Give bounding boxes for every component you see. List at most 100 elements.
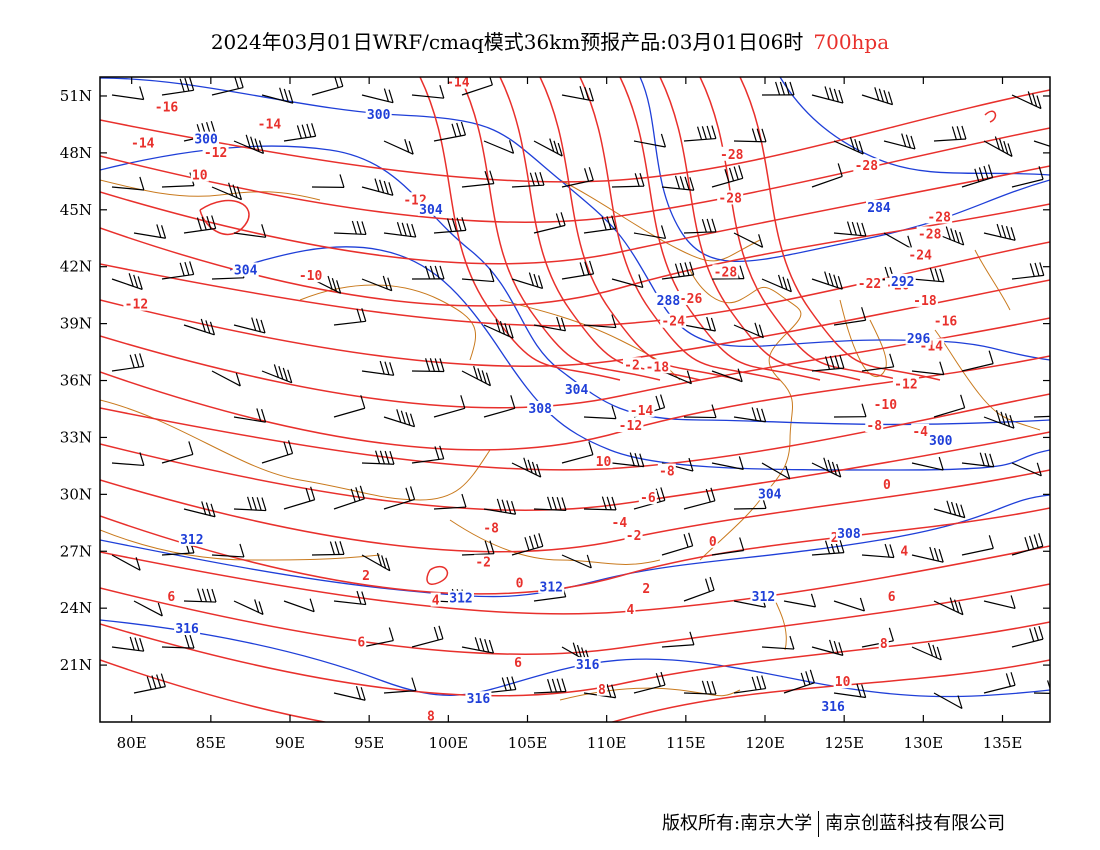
boundary-line: [974, 249, 1011, 311]
temperature-label: -10: [874, 398, 898, 413]
temperature-label: -28: [855, 159, 879, 174]
lat-tick-label: 24N: [60, 599, 92, 617]
wind-barb: [283, 598, 315, 613]
wind-barb: [811, 457, 842, 478]
wind-barb: [983, 672, 1016, 694]
wind-barb: [733, 232, 764, 248]
wind-barb: [983, 223, 1016, 241]
wind-barb: [311, 77, 344, 96]
wind-barb: [333, 590, 367, 606]
height-label: 316: [175, 622, 199, 637]
wind-barb: [233, 496, 267, 512]
wind-barb: [333, 220, 367, 236]
height-label: 296: [907, 332, 931, 347]
temperature-label: 6: [514, 656, 522, 671]
height-label: 304: [565, 383, 589, 398]
wind-barb: [811, 163, 843, 188]
wind-barb: [461, 268, 495, 283]
temperature-label: -14: [131, 136, 155, 151]
height-label-bg: [527, 400, 554, 415]
wind-barb: [911, 546, 944, 563]
wind-barb: [561, 167, 594, 188]
wind-barb: [761, 635, 795, 650]
wind-barb: [861, 543, 895, 559]
wind-barb: [211, 77, 244, 96]
height-isoline: [229, 246, 1050, 471]
wind-barb: [533, 316, 567, 332]
temperature-label-bg: [625, 602, 636, 617]
height-isoline: [639, 77, 1050, 263]
temperature-label-bg: [425, 708, 436, 722]
temperature-label-bg: [833, 674, 852, 689]
wind-barb: [211, 370, 241, 387]
copyright-credit: 版权所有:南京大学 南京创蓝科技有限公司: [662, 809, 1005, 837]
temperature-label: 8: [598, 683, 606, 698]
temperature-label-bg: [657, 463, 676, 478]
wind-barb: [161, 634, 195, 649]
wind-barb: [1011, 166, 1044, 188]
height-isoline: [100, 619, 1050, 698]
temperature-label: -28: [720, 148, 744, 163]
temperature-isoline: [100, 469, 1050, 553]
temperature-isoline: [539, 77, 741, 381]
temperature-label-bg: [878, 636, 889, 651]
credit-separator: [818, 811, 820, 837]
height-label: 308: [837, 527, 861, 542]
height-label-bg: [465, 691, 492, 706]
height-label-bg: [889, 273, 916, 288]
height-label-bg: [756, 486, 783, 501]
height-label: 300: [194, 133, 218, 148]
wind-barb: [883, 133, 916, 150]
wind-barb: [1011, 91, 1042, 110]
wind-barb: [383, 139, 414, 155]
wind-barb: [661, 532, 694, 556]
wind-barb: [361, 88, 394, 104]
temperature-label: 6: [888, 590, 896, 605]
temperature-label: -16: [155, 100, 179, 115]
temperature-label: 4: [432, 594, 440, 609]
wind-barb: [211, 543, 245, 558]
temperature-label-bg: [361, 567, 371, 582]
wind-barb: [583, 496, 617, 511]
wind-barb: [261, 364, 293, 384]
wind-barb: [211, 182, 243, 201]
wind-barb: [511, 272, 544, 290]
temperature-label: -16: [934, 315, 958, 330]
temperature-label: 6: [167, 590, 175, 605]
wind-barb: [633, 487, 666, 510]
wind-barb: [183, 501, 216, 518]
wind-barb: [911, 456, 944, 471]
height-label: 316: [467, 692, 491, 707]
wind-barb: [583, 215, 617, 234]
wind-barb: [983, 136, 1013, 157]
wind-barb: [733, 675, 767, 694]
wind-barb: [733, 407, 767, 423]
temperature-label: -14: [258, 117, 282, 132]
temperature-label: -18: [646, 360, 670, 375]
boundary-line: [100, 529, 381, 561]
temperature-label: 0: [709, 535, 717, 550]
temperature-label: 2: [362, 569, 370, 584]
wind-barb: [811, 639, 844, 656]
wind-barb: [933, 394, 966, 418]
lat-tick-label: 27N: [60, 542, 92, 560]
temperature-isoline: [426, 565, 449, 585]
wind-barb: [683, 576, 715, 602]
temperature-label-bg: [596, 681, 607, 696]
wind-barb: [383, 222, 417, 238]
lat-tick-label: 51N: [60, 87, 92, 105]
temperature-label-bg: [677, 290, 704, 305]
wind-barb: [111, 273, 143, 291]
temperature-label-bg: [712, 264, 739, 279]
temperature-label: -8: [659, 465, 675, 480]
lon-tick-label: 90E: [275, 734, 305, 752]
wind-barb: [111, 176, 145, 191]
lon-tick-label: 105E: [508, 734, 548, 752]
temperature-label-bg: [482, 520, 501, 535]
height-label-bg: [174, 621, 201, 636]
wind-barb: [233, 224, 267, 238]
wind-barb: [683, 218, 717, 234]
height-isoline: [100, 494, 1050, 598]
temperature-label: -22: [858, 277, 881, 292]
wind-barb: [411, 85, 445, 99]
